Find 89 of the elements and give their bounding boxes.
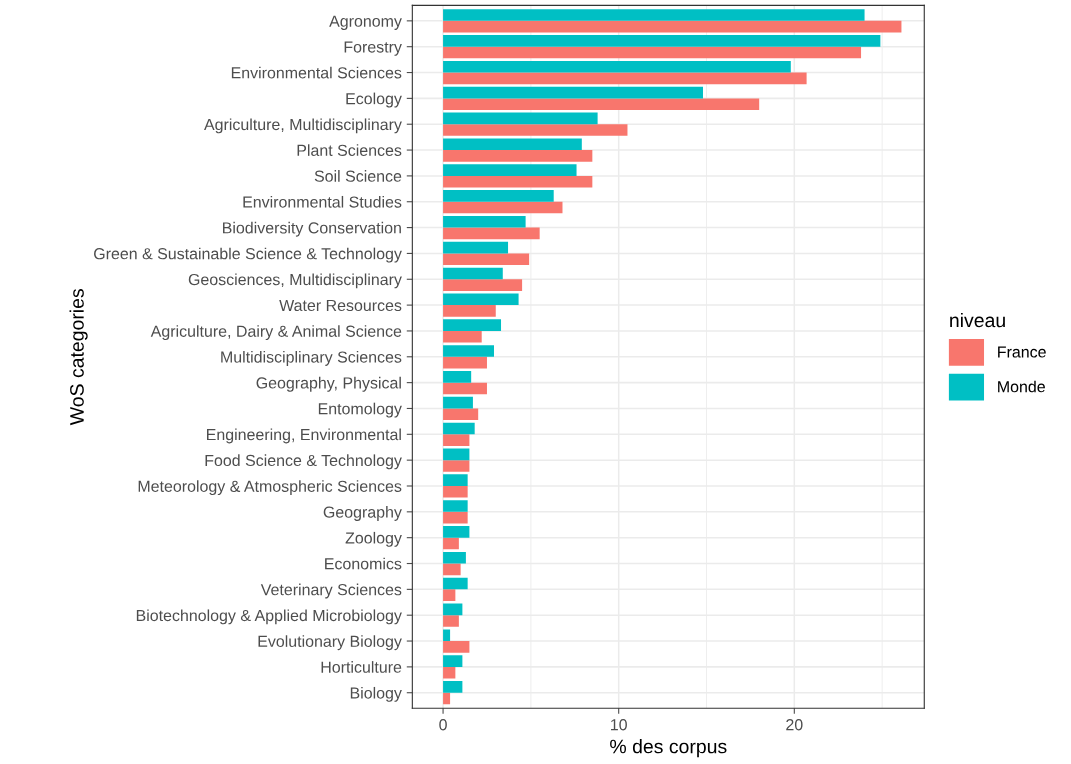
y-tick-label: Zoology bbox=[345, 531, 402, 547]
bar bbox=[443, 500, 468, 512]
bar bbox=[443, 511, 468, 524]
bar bbox=[443, 629, 451, 642]
bar bbox=[443, 563, 461, 576]
bar bbox=[443, 371, 472, 383]
y-tick-label: Multidisciplinary Sciences bbox=[221, 351, 402, 366]
bar bbox=[443, 72, 807, 85]
bar bbox=[443, 20, 902, 33]
y-tick-label: Veterinary Sciences bbox=[260, 583, 402, 599]
bar bbox=[443, 460, 470, 472]
bar bbox=[443, 86, 703, 99]
y-tick-label: Agronomy bbox=[329, 15, 402, 30]
y-tick-label: Engineering, Environmental bbox=[207, 428, 401, 444]
bar bbox=[443, 201, 563, 214]
y-tick-label: Plant Sciences bbox=[297, 144, 402, 156]
y-tick-label: Forestry bbox=[344, 41, 402, 56]
x-tick-label: 20 bbox=[786, 719, 803, 731]
bar bbox=[443, 434, 470, 446]
bar bbox=[443, 112, 598, 125]
y-tick-label: Geography bbox=[323, 506, 402, 521]
bar bbox=[443, 666, 456, 679]
y-tick-label: Environmental Sciences bbox=[231, 66, 402, 79]
bar bbox=[443, 60, 791, 73]
bar bbox=[443, 279, 523, 291]
y-tick-label: Agriculture, Dairy & Animal Science bbox=[150, 325, 402, 341]
bar bbox=[443, 681, 463, 693]
bar bbox=[443, 124, 628, 136]
bar bbox=[443, 293, 519, 306]
y-tick-label: Geography, Physical bbox=[256, 376, 401, 392]
bar bbox=[443, 46, 862, 59]
bar bbox=[443, 138, 582, 151]
bar bbox=[443, 164, 577, 176]
y-tick-label: Environmental Studies bbox=[243, 195, 402, 208]
bar bbox=[443, 577, 468, 590]
bar bbox=[443, 641, 470, 653]
legend-label: Monde bbox=[998, 380, 1045, 393]
bar bbox=[443, 474, 468, 486]
bar bbox=[443, 692, 451, 705]
bar bbox=[443, 267, 503, 280]
bar bbox=[443, 408, 479, 421]
y-tick-label: Biodiversity Conservation bbox=[223, 221, 401, 237]
bar bbox=[443, 396, 473, 409]
bar bbox=[443, 551, 466, 564]
bar bbox=[443, 655, 463, 667]
bar bbox=[443, 253, 530, 266]
bar bbox=[443, 175, 593, 188]
bar bbox=[443, 603, 463, 616]
bar bbox=[443, 526, 470, 538]
bar bbox=[443, 448, 470, 461]
y-tick-label: Biology bbox=[350, 686, 402, 702]
bar bbox=[443, 305, 496, 317]
y-tick-label: Geosciences, Multidisciplinary bbox=[188, 273, 402, 289]
legend-label: France bbox=[998, 346, 1046, 358]
bar bbox=[443, 537, 459, 550]
y-tick-label: Entomology bbox=[318, 402, 402, 418]
y-tick-label: Food Science & Technology bbox=[205, 454, 402, 470]
bar bbox=[443, 330, 482, 343]
y-tick-label: Evolutionary Biology bbox=[258, 635, 402, 651]
bar bbox=[443, 485, 468, 498]
bar bbox=[443, 9, 865, 21]
y-tick-label: Water Resources bbox=[279, 299, 402, 312]
y-tick-label: Horticulture bbox=[321, 661, 402, 673]
legend-title: niveau bbox=[950, 312, 1005, 328]
bar bbox=[443, 382, 487, 395]
bar bbox=[443, 215, 526, 228]
bar bbox=[443, 150, 593, 162]
bar bbox=[443, 319, 502, 331]
y-tick-label: Agriculture, Multidisciplinary bbox=[204, 118, 402, 134]
y-tick-label: Meteorology & Atmospheric Sciences bbox=[138, 480, 402, 496]
y-tick-label: Green & Sustainable Science & Technology bbox=[94, 247, 402, 263]
y-tick-label: Biotechnology & Applied Microbiology bbox=[136, 609, 402, 625]
y-tick-label: Ecology bbox=[346, 92, 402, 108]
bar bbox=[443, 356, 487, 369]
y-tick-label: Economics bbox=[325, 557, 402, 570]
bar bbox=[443, 422, 475, 435]
bar bbox=[443, 35, 881, 47]
bar bbox=[443, 241, 509, 254]
y-axis-title: WoS categories bbox=[69, 289, 88, 426]
bar bbox=[443, 98, 760, 110]
bar bbox=[443, 615, 459, 627]
bar bbox=[443, 589, 456, 601]
bar bbox=[443, 345, 494, 357]
x-axis-title: % des corpus bbox=[610, 739, 727, 758]
y-tick-label: Soil Science bbox=[314, 170, 402, 182]
bar bbox=[443, 227, 540, 240]
x-tick-label: 10 bbox=[611, 719, 627, 731]
bar bbox=[443, 190, 554, 202]
x-tick-label: 0 bbox=[439, 719, 447, 731]
